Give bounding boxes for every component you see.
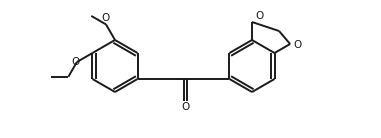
Text: O: O	[293, 40, 301, 50]
Text: O: O	[72, 57, 80, 67]
Text: O: O	[101, 13, 109, 23]
Text: O: O	[181, 102, 189, 112]
Text: O: O	[255, 11, 263, 21]
